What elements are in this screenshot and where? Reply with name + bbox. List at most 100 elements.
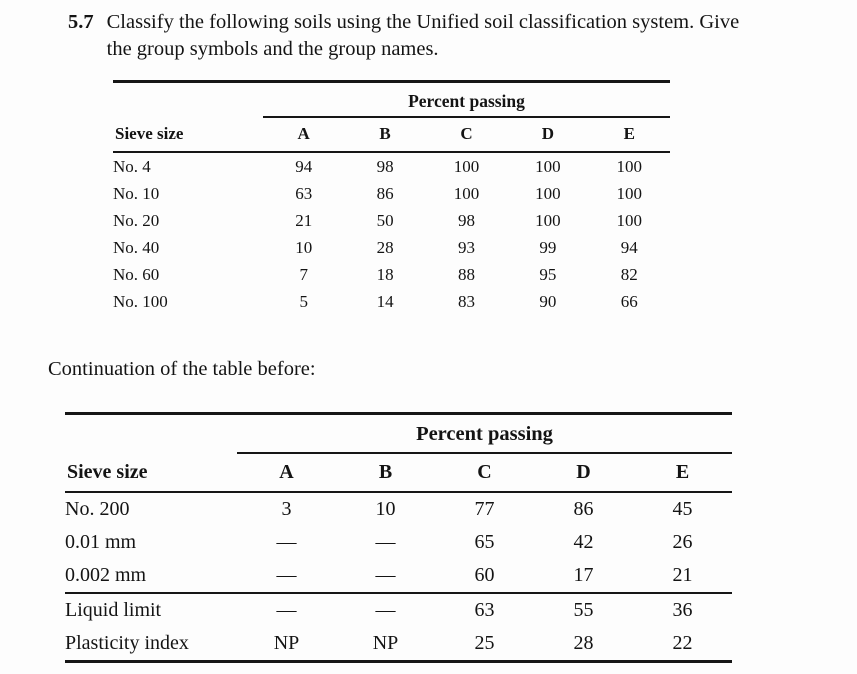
cell-value: 10: [375, 498, 396, 520]
row-label: Plasticity index: [65, 632, 189, 654]
cell-value: 63: [435, 592, 534, 627]
cell-value: —: [336, 592, 435, 627]
col-header-a: A: [263, 117, 345, 153]
span-header-row: Percent passing: [65, 413, 732, 454]
cell-value: 36: [633, 592, 732, 627]
col-header-d: D: [534, 453, 633, 493]
col-header-b: B: [344, 117, 426, 153]
cell-value: 17: [573, 564, 594, 586]
row-label: 0.002 mm: [65, 564, 147, 586]
table-row: No. 10 63 86 100 100 100: [113, 180, 670, 207]
row-label: No. 200: [65, 498, 130, 520]
table-row: No. 40 10 28 93 99 94: [113, 234, 670, 261]
cell-value: 28: [376, 238, 394, 257]
cell-value: 83: [457, 292, 475, 311]
col-header-d: D: [507, 117, 589, 153]
cell-value: 60: [474, 564, 495, 586]
cell-value: 50: [376, 211, 394, 230]
cell-value: 100: [616, 211, 643, 230]
cell-value: 22: [672, 632, 693, 654]
cell-value: 5: [299, 292, 308, 311]
problem-text-line2: the group symbols and the group names.: [106, 38, 439, 60]
table-row: No. 4 94 98 100 100 100: [113, 152, 670, 180]
cell-value: 26: [672, 531, 693, 553]
col-header-a: A: [237, 453, 336, 493]
cell-value: 100: [535, 184, 561, 203]
cell-value: 77: [474, 498, 495, 520]
cell-value: 100: [453, 184, 480, 203]
cell-value: 88: [457, 265, 475, 284]
table-row: No. 60 7 18 88 95 82: [113, 261, 670, 288]
sieve-table-2: Percent passing Sieve size A B C D E No.…: [65, 412, 732, 663]
cell-value: —: [237, 592, 336, 627]
row-label: No. 4: [113, 157, 151, 176]
cell-value: 98: [457, 211, 475, 230]
row-label: No. 100: [113, 292, 168, 311]
cell-value: 93: [457, 238, 475, 257]
cell-value: 100: [616, 157, 643, 176]
cell-value: 86: [376, 184, 394, 203]
row-label: 0.01 mm: [65, 531, 137, 553]
cell-value: —: [375, 531, 396, 553]
span-header-row: Percent passing: [113, 81, 670, 118]
cell-value: 18: [376, 265, 394, 284]
table-row: No. 100 5 14 83 90 66: [113, 288, 670, 315]
cell-value: —: [276, 531, 297, 553]
table-row: 0.01 mm — — 65 42 26: [65, 526, 732, 559]
problem-statement: 5.7 Classify the following soils using t…: [68, 9, 739, 63]
cell-value: 66: [620, 292, 638, 311]
problem-number: 5.7: [68, 11, 94, 33]
table-row: No. 20 21 50 98 100 100: [113, 207, 670, 234]
cell-value: 63: [295, 184, 313, 203]
problem-text-line1: Classify the following soils using the U…: [106, 11, 740, 33]
percent-passing-header: Percent passing: [263, 81, 670, 118]
table-row: 0.002 mm — — 60 17 21: [65, 559, 732, 593]
cell-value: 94: [620, 238, 638, 257]
table-row: Plasticity index NP NP 25 28 22: [65, 627, 732, 662]
problem-text: Classify the following soils using the U…: [107, 9, 740, 63]
cell-value: 21: [672, 564, 693, 586]
col-header-b: B: [336, 453, 435, 493]
col-header-c: C: [425, 117, 508, 153]
cell-value: 82: [620, 265, 638, 284]
cell-value: NP: [273, 632, 300, 654]
cell-value: 55: [534, 592, 633, 627]
cell-value: 94: [295, 157, 313, 176]
sieve-table-1: Percent passing Sieve size A B C D E No.…: [113, 80, 670, 315]
cell-value: 14: [376, 292, 394, 311]
cell-value: 65: [474, 531, 495, 553]
cell-value: 25: [474, 632, 495, 654]
cell-value: 95: [539, 265, 557, 284]
cell-value: 99: [539, 238, 557, 257]
cell-value: 98: [376, 157, 394, 176]
cell-value: NP: [372, 632, 399, 654]
cell-value: 28: [573, 632, 594, 654]
continuation-text: Continuation of the table before:: [48, 358, 316, 380]
cell-value: 90: [539, 292, 557, 311]
table-row: Liquid limit — —63 55 36: [65, 592, 732, 627]
cell-value: 3: [281, 498, 292, 520]
column-header-row: Sieve size A B C D E: [65, 453, 732, 493]
cell-value: 10: [295, 238, 313, 257]
column-header-row: Sieve size A B C D E: [113, 117, 670, 153]
empty-corner-cell: [65, 414, 237, 454]
cell-value: 100: [535, 211, 561, 230]
cell-value: —: [276, 564, 297, 586]
cell-value: 86: [573, 498, 594, 520]
row-label: No. 40: [113, 238, 160, 257]
table-row: No. 200 3 10 77 86 45: [65, 492, 732, 526]
sieve-size-header: Sieve size: [65, 453, 237, 493]
sieve-table-1-body: No. 4 94 98 100 100 100 No. 10 63 86 100 100 100 No.…: [113, 152, 670, 315]
cell-value: 21: [295, 211, 313, 230]
col-header-e: E: [633, 453, 732, 493]
row-label: No. 60: [113, 265, 160, 284]
col-header-c: C: [435, 453, 534, 493]
row-label: No. 20: [113, 211, 160, 230]
row-label: No. 10: [113, 184, 160, 203]
cell-value: 100: [535, 157, 561, 176]
empty-corner-cell: [113, 82, 263, 118]
cell-value: 7: [299, 265, 308, 284]
row-label: Liquid limit: [65, 592, 237, 627]
sieve-table-2-body: No. 200 3 10 77 86 45 0.01 mm — —65 42 26 0.002 mm —…: [65, 492, 732, 662]
